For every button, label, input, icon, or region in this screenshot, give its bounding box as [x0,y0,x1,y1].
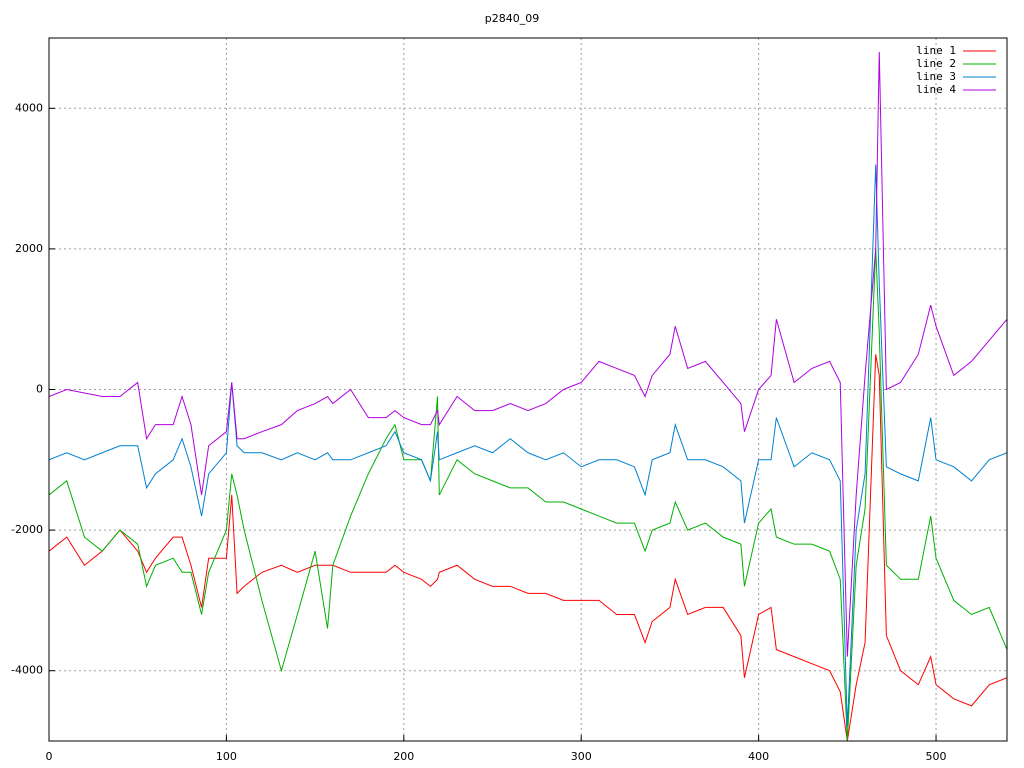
series-line [49,164,1007,727]
legend-label: line 1 [916,44,956,57]
chart-title: p2840_09 [485,12,539,25]
plot-frame [48,37,1008,742]
grid: -4000 -2000 0 2000 4000 0 100 200 300 400 500 [11,38,1007,763]
x-tick-label: 100 [216,750,237,763]
legend-label: line 3 [916,70,956,83]
y-tick-label: 2000 [15,242,43,255]
y-tick-label: 0 [36,383,43,396]
y-tick-label: -2000 [11,523,43,536]
x-tick-label: 0 [46,750,53,763]
y-tick-label: -4000 [11,664,43,677]
plot-area [49,52,1007,741]
series-line [49,354,1007,741]
x-tick-label: 200 [393,750,414,763]
series-line [49,52,1007,657]
x-tick-label: 400 [748,750,769,763]
legend-label: line 4 [916,83,956,96]
legend-label: line 2 [916,57,956,70]
x-tick-label: 500 [926,750,947,763]
series-line [49,248,1007,741]
y-tick-label: 4000 [15,101,43,114]
x-tick-label: 300 [571,750,592,763]
